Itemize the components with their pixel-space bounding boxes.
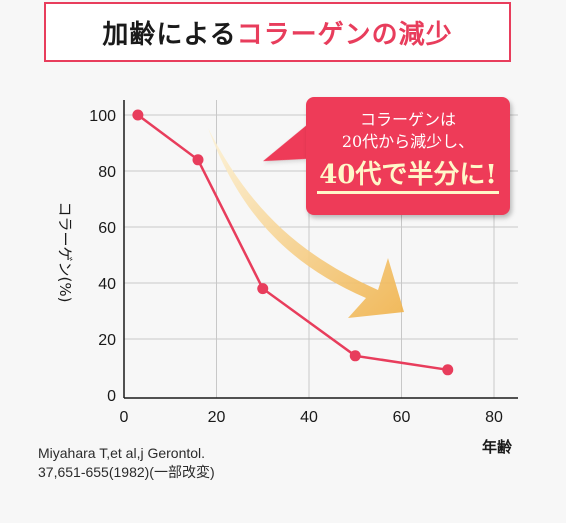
y-tick-label: 40 <box>98 276 116 293</box>
decline-arrow <box>208 128 404 318</box>
tick-labels: 0 20 40 60 80 0 20 40 60 80 100 <box>89 108 503 426</box>
title-part1: 加齢による <box>102 19 237 50</box>
data-point <box>442 364 454 376</box>
x-tick-label: 80 <box>485 409 503 426</box>
y-tick-label: 60 <box>98 220 116 237</box>
y-tick-label: 100 <box>89 108 116 125</box>
y-tick-label: 20 <box>98 332 116 349</box>
data-point <box>132 109 144 121</box>
citation-line2: 37,651-655(1982)(一部改変) <box>38 464 215 480</box>
x-tick-label: 40 <box>300 409 318 426</box>
data-point <box>257 283 269 295</box>
callout-line3: 40代で半分に! <box>317 159 499 194</box>
data-point <box>349 350 361 362</box>
y-tick-label: 0 <box>107 388 116 405</box>
y-tick-label: 80 <box>98 164 116 181</box>
data-point <box>192 154 204 166</box>
x-tick-label: 0 <box>120 409 129 426</box>
title-part2: コラーゲンの減少 <box>236 19 453 50</box>
citation-line1: Miyahara T,et al,j Gerontol. <box>38 445 206 461</box>
callout-line1: コラーゲンは <box>359 110 456 129</box>
citation: Miyahara T,et al,j Gerontol. 37,651-655(… <box>38 444 215 482</box>
callout-line2: 20代から減少し、 <box>341 132 475 151</box>
x-tick-label: 60 <box>393 409 411 426</box>
callout-bubble: コラーゲンは 20代から減少し、 40代で半分に! <box>306 97 510 215</box>
data-series <box>132 109 454 376</box>
x-axis-label: 年齢 <box>482 438 513 456</box>
x-tick-label: 20 <box>208 409 226 426</box>
title-box: 加齢による コラーゲンの減少 <box>44 2 511 62</box>
y-axis-label: コラーゲン(%) <box>56 202 74 303</box>
